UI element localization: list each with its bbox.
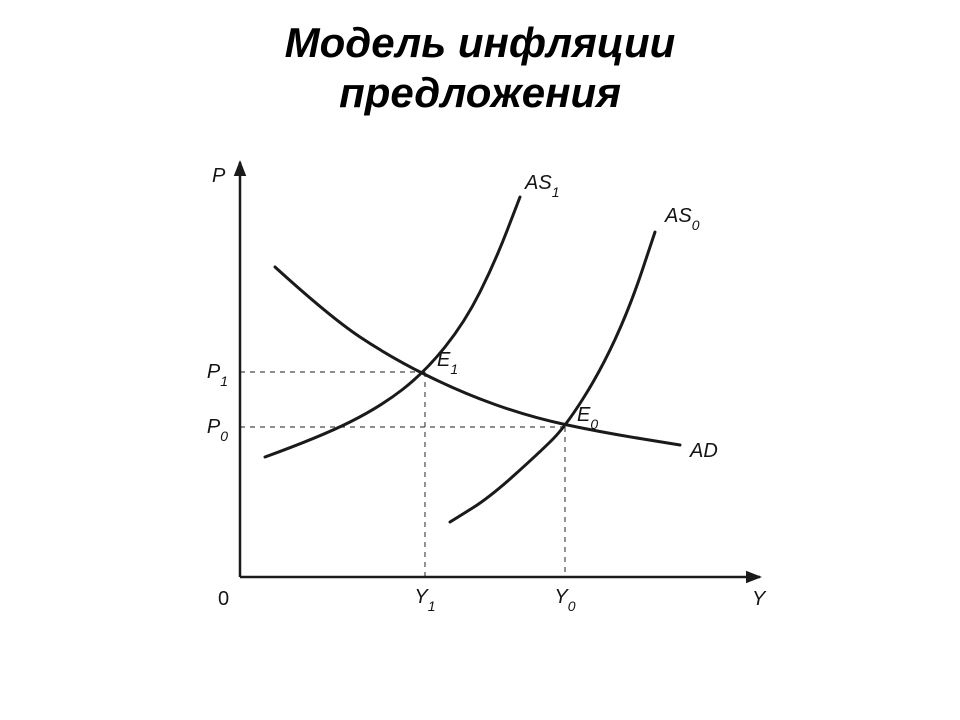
title-line-1: Модель инфляции — [285, 19, 676, 66]
labels: PY0ADAS0AS1E1E0P1P0Y1Y0 — [207, 165, 767, 614]
curve-label-ad: AD — [689, 440, 718, 462]
point-label-e1: E1 — [437, 349, 458, 377]
title-line-2: предложения — [339, 69, 621, 116]
curve-as1 — [265, 197, 520, 457]
tick-label-p0: P0 — [207, 416, 228, 444]
x-axis-arrow-icon — [746, 571, 762, 584]
x-axis-label: Y — [752, 588, 767, 610]
tick-label-y0: Y0 — [554, 586, 575, 614]
chart-container: PY0ADAS0AS1E1E0P1P0Y1Y0 — [170, 147, 790, 627]
origin-label: 0 — [218, 588, 229, 610]
curve-label-as1: AS1 — [524, 172, 559, 200]
y-axis-label: P — [212, 165, 226, 187]
curve-as0 — [450, 232, 655, 522]
curve-label-as0: AS0 — [664, 205, 700, 233]
supply-inflation-diagram: PY0ADAS0AS1E1E0P1P0Y1Y0 — [170, 147, 790, 627]
curves — [265, 197, 680, 522]
y-axis-arrow-icon — [234, 160, 247, 176]
page-title: Модель инфляции предложения — [0, 18, 960, 119]
tick-label-y1: Y1 — [414, 586, 435, 614]
tick-label-p1: P1 — [207, 361, 228, 389]
